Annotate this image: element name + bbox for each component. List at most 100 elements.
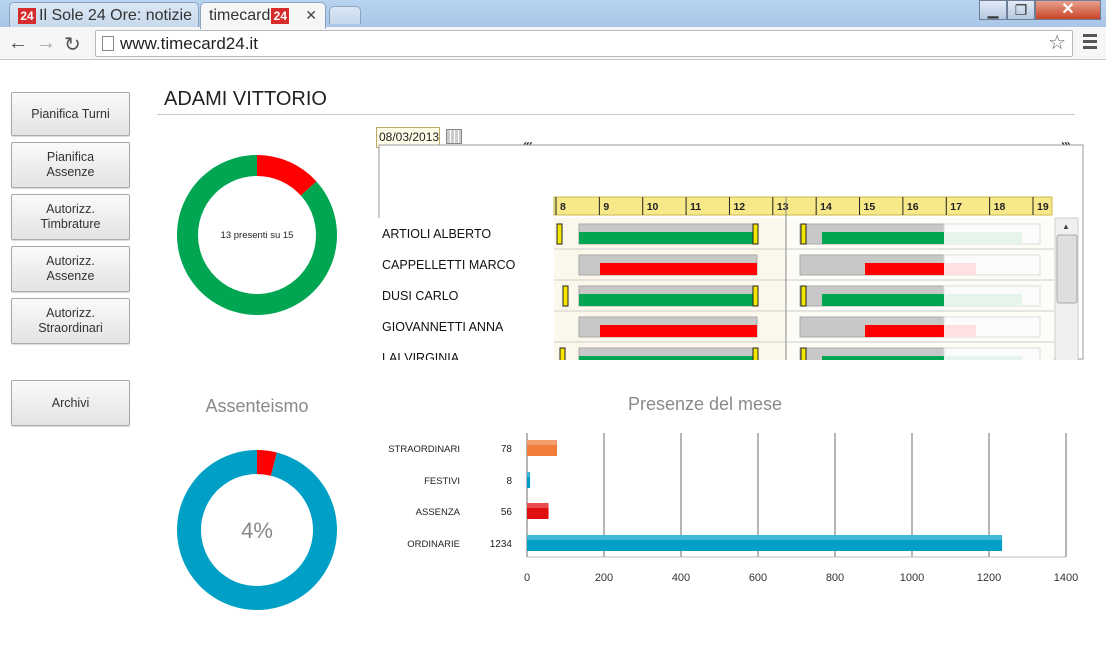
bar-assenza (527, 503, 549, 519)
autorizz-timbrature-button[interactable]: Autorizz. Timbrature (11, 194, 130, 240)
category-label: STRAORDINARI (388, 444, 460, 455)
pianifica-assenze-button[interactable]: Pianifica Assenze (11, 142, 130, 188)
x-tick-label: 1000 (900, 572, 924, 584)
clock-in-marker (562, 285, 569, 307)
bar-ordinarie (527, 535, 1003, 551)
monthly-presence-title: Presenze del mese (627, 394, 783, 414)
worked-am (579, 294, 757, 306)
page-icon (102, 36, 114, 51)
absenteeism-title: Assenteismo (205, 396, 309, 416)
clock-out-marker (752, 223, 759, 245)
expected-absence (944, 263, 976, 275)
worked-pm (822, 356, 944, 360)
worked-pm (822, 232, 944, 244)
new-tab-button[interactable] (329, 6, 361, 24)
clock-in-marker (559, 347, 566, 360)
expected-absence (944, 325, 976, 337)
shift-timeline: 8 9 10 11 12 13 14 15 16 17 18 19 ARTIOLI ALBERTO CAP… (378, 144, 1084, 360)
bookmark-star-icon[interactable]: ☆ (1048, 32, 1066, 54)
slice-assenze (257, 450, 277, 476)
x-tick-label: 800 (826, 572, 844, 584)
value-label: 78 (501, 444, 513, 455)
pianifica-turni-button[interactable]: Pianifica Turni (11, 92, 130, 136)
absent-slice (257, 155, 317, 196)
archivi-button[interactable]: Archivi (11, 380, 130, 426)
worked-am (579, 232, 757, 244)
row-name-cell (378, 342, 554, 360)
back-arrow-icon[interactable]: ← (8, 32, 28, 54)
hour-label: 15 (864, 201, 876, 213)
employee-name: GIOVANNETTI ANNA (382, 320, 504, 334)
forward-arrow-icon[interactable]: → (36, 32, 56, 54)
next-period-button[interactable]: ›» (1061, 137, 1071, 151)
hour-label: 18 (994, 201, 1006, 213)
x-tick-label: 1400 (1054, 572, 1078, 584)
heading-divider (157, 114, 1075, 115)
clock-in-marker (800, 347, 807, 360)
value-label: 1234 (490, 539, 513, 550)
x-tick-label: 1200 (977, 572, 1001, 584)
absenteeism-percent: 4% (241, 518, 273, 543)
category-label: ASSENZA (416, 507, 461, 518)
hour-label: 9 (603, 201, 609, 213)
absence-pm (865, 263, 944, 275)
calendar-icon[interactable] (446, 129, 462, 144)
employee-name: DUSI CARLO (382, 289, 459, 303)
autorizz-assenze-button[interactable]: Autorizz. Assenze (11, 246, 130, 292)
browser-menu-icon[interactable] (1083, 34, 1097, 52)
expected-pm (944, 356, 1022, 360)
bar-highlight (527, 535, 1003, 540)
scrollbar-thumb (1056, 234, 1078, 304)
clock-in-marker (800, 223, 807, 245)
app-page: Pianifica Turni Pianifica Assenze Autori… (0, 61, 1106, 661)
hour-label: 10 (647, 201, 659, 213)
bar-highlight (527, 503, 549, 508)
reload-icon[interactable]: ↻ (64, 34, 81, 56)
clock-in-marker (556, 223, 563, 245)
minimize-window-button[interactable]: ▁ (979, 0, 1007, 20)
x-tick-label: 400 (672, 572, 690, 584)
browser-tab-timecard[interactable]: timecard 24 ✕ (200, 2, 326, 29)
row-name-cell (378, 218, 554, 249)
user-name-heading: ADAMI VITTORIO (164, 88, 327, 110)
category-label: FESTIVI (424, 476, 460, 487)
absence-am (600, 263, 757, 275)
sole24-favicon-icon: 24 (18, 7, 36, 24)
expected-pm (944, 232, 1022, 244)
x-tick-label: 600 (749, 572, 767, 584)
bar-straordinari (527, 440, 558, 456)
close-window-button[interactable]: ✕ (1035, 0, 1101, 20)
absence-pm (865, 325, 944, 337)
hour-label: 17 (950, 201, 962, 213)
absence-am (600, 325, 757, 337)
timecard-logo-icon: 24 (271, 8, 290, 24)
bar-festivi (527, 472, 531, 488)
value-label: 8 (506, 476, 512, 487)
monthly-presence-chart: 0 200 400 600 800 1000 1200 1400 STRAORDINARI 78 F… (388, 433, 1078, 584)
browser-toolbar: ← → ↻ www.timecard24.it ☆ (0, 27, 1106, 60)
clock-in-marker (800, 285, 807, 307)
browser-tab-sole24ore[interactable]: 24 Il Sole 24 Ore: notizie (9, 2, 199, 28)
presence-label: 13 presenti su 15 (221, 230, 294, 241)
hour-header (553, 196, 1053, 216)
worked-pm (822, 294, 944, 306)
row-name-cell (378, 280, 554, 311)
row-name-cell (378, 311, 554, 342)
hour-label: 12 (733, 201, 745, 213)
employee-name: ARTIOLI ALBERTO (382, 227, 491, 241)
worked-am (579, 356, 757, 360)
address-bar[interactable]: www.timecard24.it ☆ (95, 30, 1073, 57)
clock-out-marker (752, 347, 759, 360)
value-label: 56 (501, 507, 513, 518)
expected-pm (944, 294, 1022, 306)
previous-period-button[interactable]: «‹ (523, 137, 533, 151)
presence-donut: 13 presenti su 15 (177, 155, 337, 315)
close-tab-icon[interactable]: ✕ (305, 7, 317, 23)
x-tick-label: 200 (595, 572, 613, 584)
hour-label: 13 (777, 201, 789, 213)
maximize-window-button[interactable]: ❐ (1007, 0, 1035, 20)
autorizz-straordinari-button[interactable]: Autorizz. Straordinari (11, 298, 130, 344)
date-input[interactable]: 08/03/2013 (376, 127, 440, 148)
hour-label: 11 (690, 201, 701, 213)
row-name-cell (378, 249, 554, 280)
